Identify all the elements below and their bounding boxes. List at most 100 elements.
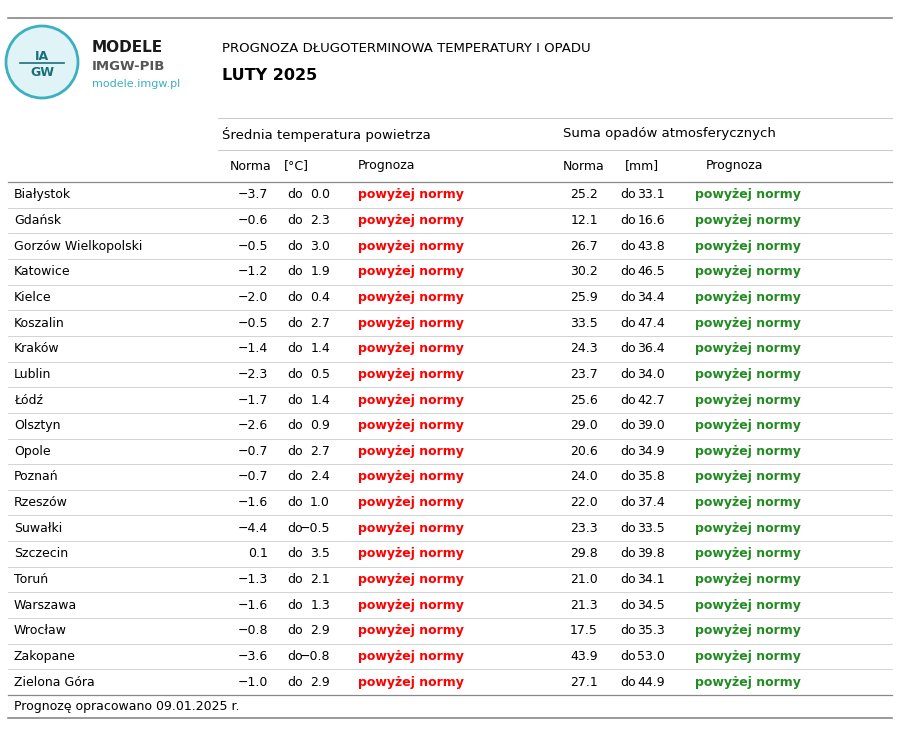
Text: powyżej normy: powyżej normy xyxy=(358,471,464,483)
Text: −1.2: −1.2 xyxy=(238,265,268,279)
Text: do: do xyxy=(287,214,302,227)
Text: powyżej normy: powyżej normy xyxy=(695,599,801,612)
Text: −1.6: −1.6 xyxy=(238,496,268,509)
Text: 0.1: 0.1 xyxy=(248,548,268,561)
Text: 2.3: 2.3 xyxy=(310,214,330,227)
Text: Poznań: Poznań xyxy=(14,471,58,483)
Text: 29.8: 29.8 xyxy=(571,548,598,561)
Text: Lublin: Lublin xyxy=(14,368,51,381)
Text: 2.9: 2.9 xyxy=(310,675,330,689)
Text: 34.5: 34.5 xyxy=(637,599,665,612)
Text: Kielce: Kielce xyxy=(14,291,51,304)
Text: do: do xyxy=(620,548,635,561)
Text: powyżej normy: powyżej normy xyxy=(695,471,801,483)
Text: do: do xyxy=(620,214,635,227)
Text: 16.6: 16.6 xyxy=(637,214,665,227)
Text: Prognoza: Prognoza xyxy=(358,159,416,173)
Text: do: do xyxy=(620,650,635,663)
Text: do: do xyxy=(287,445,302,458)
Text: −0.5: −0.5 xyxy=(300,522,330,535)
Text: powyżej normy: powyżej normy xyxy=(358,599,464,612)
Text: Rzeszów: Rzeszów xyxy=(14,496,68,509)
Text: 2.1: 2.1 xyxy=(310,573,330,586)
Text: 34.9: 34.9 xyxy=(637,445,665,458)
Text: −2.3: −2.3 xyxy=(238,368,268,381)
Text: do: do xyxy=(287,573,302,586)
Text: powyżej normy: powyżej normy xyxy=(695,419,801,432)
Text: 3.5: 3.5 xyxy=(310,548,330,561)
Text: do: do xyxy=(620,675,635,689)
Text: 23.3: 23.3 xyxy=(571,522,598,535)
Text: Norma: Norma xyxy=(230,159,272,173)
Text: 1.9: 1.9 xyxy=(310,265,330,279)
Text: do: do xyxy=(287,265,302,279)
Text: powyżej normy: powyżej normy xyxy=(358,393,464,406)
Text: 0.4: 0.4 xyxy=(310,291,330,304)
Text: powyżej normy: powyżej normy xyxy=(358,522,464,535)
Text: 47.4: 47.4 xyxy=(637,317,665,330)
Text: 25.6: 25.6 xyxy=(571,393,598,406)
Text: do: do xyxy=(287,368,302,381)
Text: Szczecin: Szczecin xyxy=(14,548,68,561)
Text: 27.1: 27.1 xyxy=(571,675,598,689)
Text: powyżej normy: powyżej normy xyxy=(358,548,464,561)
Text: Olsztyn: Olsztyn xyxy=(14,419,60,432)
Text: 53.0: 53.0 xyxy=(637,650,665,663)
Text: −0.5: −0.5 xyxy=(238,240,268,253)
Text: do: do xyxy=(287,496,302,509)
Text: powyżej normy: powyżej normy xyxy=(695,393,801,406)
Text: do: do xyxy=(287,675,302,689)
Text: PROGNOZA DŁUGOTERMINOWA TEMPERATURY I OPADU: PROGNOZA DŁUGOTERMINOWA TEMPERATURY I OP… xyxy=(222,42,590,55)
Text: do: do xyxy=(620,317,635,330)
Text: powyżej normy: powyżej normy xyxy=(358,265,464,279)
Text: −3.7: −3.7 xyxy=(238,189,268,201)
Text: 34.0: 34.0 xyxy=(637,368,665,381)
Text: 44.9: 44.9 xyxy=(637,675,665,689)
Text: do: do xyxy=(620,496,635,509)
Text: do: do xyxy=(287,393,302,406)
Text: 1.4: 1.4 xyxy=(310,393,330,406)
Text: −1.4: −1.4 xyxy=(238,342,268,355)
Text: 2.7: 2.7 xyxy=(310,445,330,458)
Text: powyżej normy: powyżej normy xyxy=(695,368,801,381)
Text: powyżej normy: powyżej normy xyxy=(358,342,464,355)
Text: GW: GW xyxy=(30,66,54,78)
Text: powyżej normy: powyżej normy xyxy=(695,342,801,355)
Text: Średnia temperatura powietrza: Średnia temperatura powietrza xyxy=(222,126,431,142)
Text: 46.5: 46.5 xyxy=(637,265,665,279)
Text: 21.0: 21.0 xyxy=(571,573,598,586)
Text: powyżej normy: powyżej normy xyxy=(695,214,801,227)
Text: [°C]: [°C] xyxy=(284,159,309,173)
Text: powyżej normy: powyżej normy xyxy=(358,291,464,304)
Text: 33.1: 33.1 xyxy=(637,189,665,201)
Text: 0.9: 0.9 xyxy=(310,419,330,432)
Text: powyżej normy: powyżej normy xyxy=(358,650,464,663)
Text: do: do xyxy=(620,291,635,304)
Text: powyżej normy: powyżej normy xyxy=(695,445,801,458)
Text: powyżej normy: powyżej normy xyxy=(695,496,801,509)
Text: 24.0: 24.0 xyxy=(571,471,598,483)
Text: 39.0: 39.0 xyxy=(637,419,665,432)
Text: powyżej normy: powyżej normy xyxy=(695,240,801,253)
Text: −2.6: −2.6 xyxy=(238,419,268,432)
Text: 42.7: 42.7 xyxy=(637,393,665,406)
Text: Suma opadów atmosferycznych: Suma opadów atmosferycznych xyxy=(563,127,776,140)
Text: 33.5: 33.5 xyxy=(637,522,665,535)
Text: 30.2: 30.2 xyxy=(571,265,598,279)
Text: Prognoza: Prognoza xyxy=(706,159,763,173)
Text: 29.0: 29.0 xyxy=(571,419,598,432)
Text: 1.0: 1.0 xyxy=(310,496,330,509)
Text: Zakopane: Zakopane xyxy=(14,650,76,663)
Text: −1.0: −1.0 xyxy=(238,675,268,689)
Text: Łódź: Łódź xyxy=(14,393,43,406)
Text: 2.4: 2.4 xyxy=(310,471,330,483)
Text: 2.7: 2.7 xyxy=(310,317,330,330)
Text: Katowice: Katowice xyxy=(14,265,70,279)
Text: Gorzów Wielkopolski: Gorzów Wielkopolski xyxy=(14,240,142,253)
Text: Warszawa: Warszawa xyxy=(14,599,77,612)
Text: 0.5: 0.5 xyxy=(310,368,330,381)
Text: −2.0: −2.0 xyxy=(238,291,268,304)
Text: −0.7: −0.7 xyxy=(238,471,268,483)
Text: 39.8: 39.8 xyxy=(637,548,665,561)
Text: do: do xyxy=(620,599,635,612)
